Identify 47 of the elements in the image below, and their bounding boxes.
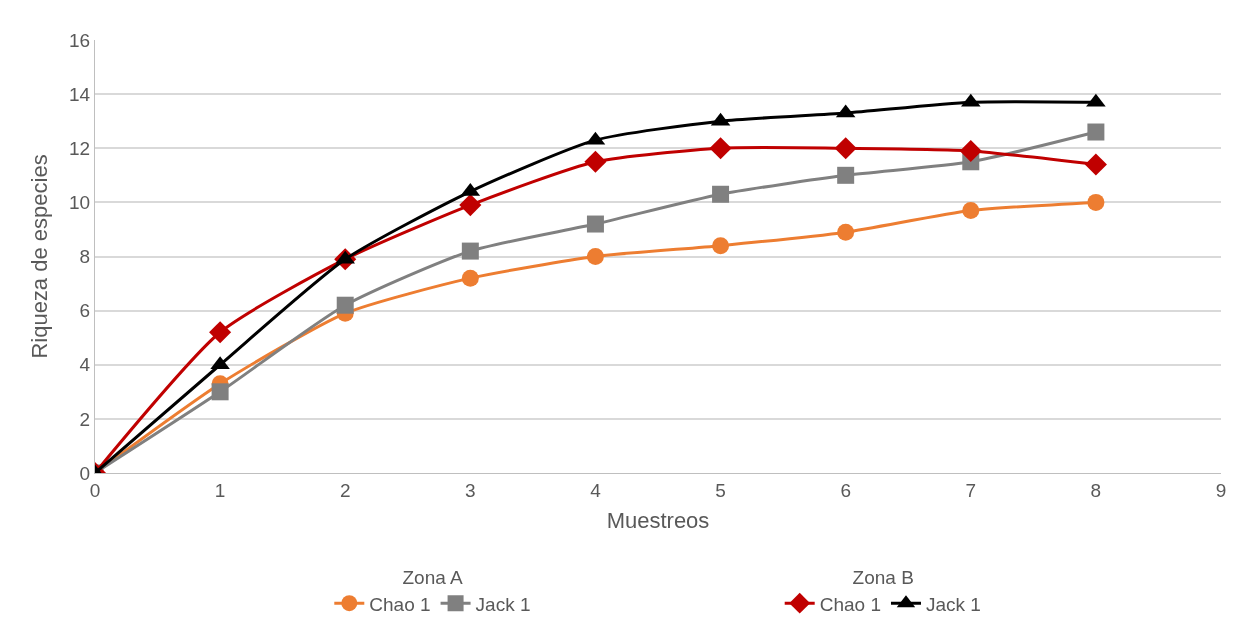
point [586,215,604,233]
point [959,139,982,163]
point [1087,123,1105,141]
point [837,166,855,184]
y-tick-label: 4 [79,354,91,376]
point [459,194,482,217]
point [1086,93,1106,107]
point [336,296,354,314]
y-tick-label: 0 [79,462,91,484]
x-tick-label: 6 [840,479,851,501]
y-tick-label: 12 [69,137,91,159]
y-tick-label: 14 [69,83,91,105]
point [1087,193,1105,211]
x-tick-label: 7 [965,479,977,501]
point [586,248,604,265]
y-tick-label: 2 [79,408,91,430]
x-tick-label: 9 [1215,479,1227,501]
x-tick-label: 3 [465,479,476,501]
point [962,201,980,219]
x-tick-label: 1 [214,479,226,501]
point [837,223,855,241]
legend-label: Jack 1 [925,593,981,615]
point [209,321,232,344]
y-axis-title: Riqueza de especies [26,154,52,359]
legend-label: Chao 1 [819,593,881,615]
legend-label: Chao 1 [369,593,431,615]
x-tick-label: 2 [339,479,351,501]
point [712,185,730,203]
x-tick-label: 8 [1090,479,1102,501]
point [834,137,857,160]
point [211,383,229,401]
point [461,269,479,287]
y-tick-label: 6 [79,300,91,322]
point [584,150,607,173]
x-axis-title: Muestreos [606,507,710,533]
y-tick-label: 8 [79,246,91,268]
y-tick-label: 10 [69,192,91,214]
text: Zona A [402,567,463,589]
point [1084,153,1107,176]
x-tick-label: 4 [590,479,602,501]
y-tick-label: 16 [69,29,91,51]
point [461,242,479,260]
point [709,137,732,160]
text: Zona B [852,567,914,589]
point [712,237,730,255]
legend-label: Jack 1 [475,593,531,615]
x-tick-label: 5 [715,479,726,501]
